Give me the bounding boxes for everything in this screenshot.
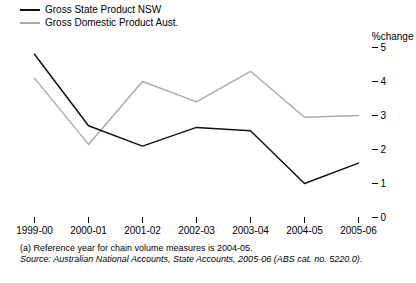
svg-text:2005-06: 2005-06	[340, 225, 377, 236]
svg-text:2003-04: 2003-04	[232, 225, 269, 236]
svg-text:1999-00: 1999-00	[16, 225, 53, 236]
svg-text:2001-02: 2001-02	[124, 225, 161, 236]
svg-text:2: 2	[381, 144, 387, 155]
svg-text:2004-05: 2004-05	[286, 225, 323, 236]
html-text:Gross State Product NSW: Gross State Product NSW	[45, 4, 162, 15]
svg-text:%change: %change	[372, 31, 414, 42]
svg-text:2002-03: 2002-03	[178, 225, 215, 236]
html-text:(a) Reference year for chain v: (a) Reference year for chain volume meas…	[20, 243, 253, 253]
svg-text:0: 0	[381, 212, 387, 223]
svg-text:3: 3	[381, 110, 387, 121]
html-text:Source: Australian National Ac: Source: Australian National Accounts, St…	[20, 254, 363, 264]
svg-text:1: 1	[381, 178, 387, 189]
svg-text:2000-01: 2000-01	[70, 225, 107, 236]
svg-text:4: 4	[381, 76, 387, 87]
svg-text:5: 5	[381, 42, 387, 53]
html-text:Gross Domestic Product Aust.: Gross Domestic Product Aust.	[45, 17, 179, 28]
